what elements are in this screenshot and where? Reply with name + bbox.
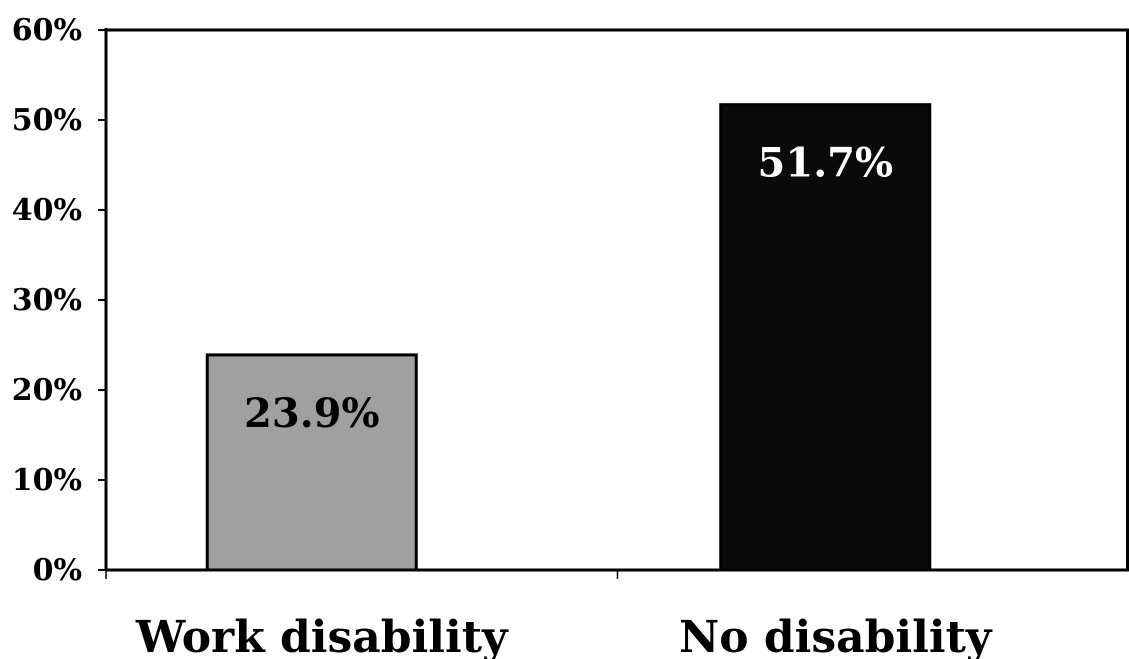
- x-category-label: Work disability: [135, 612, 509, 659]
- y-tick-label: 50%: [12, 103, 82, 138]
- data-label: 51.7%: [758, 140, 893, 187]
- y-tick-label: 60%: [12, 13, 82, 48]
- data-label: 23.9%: [244, 390, 379, 437]
- y-tick-label: 0%: [33, 553, 82, 588]
- y-tick-label: 20%: [12, 373, 82, 408]
- y-tick-label: 40%: [12, 193, 82, 228]
- x-category-label: No disability: [679, 612, 993, 659]
- bar-no-disability: [719, 103, 932, 572]
- bar-work-disability: [205, 353, 418, 572]
- y-tick-label: 30%: [12, 283, 82, 318]
- y-tick-label: 10%: [12, 463, 82, 498]
